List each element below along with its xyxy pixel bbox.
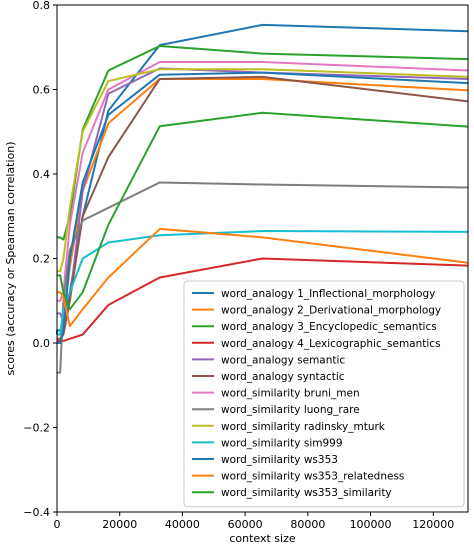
- y-axis-label: scores (accuracy or Spearman correlation…: [4, 142, 17, 376]
- legend-entry: word_similarity radinsky_mturk: [221, 421, 386, 433]
- x-tick-label: 20000: [102, 518, 137, 531]
- axes: −0.4 −0.2 0.0 0.2 0.4 0.6 0.8 0 20000 40000 60000 8…: [23, 0, 469, 531]
- x-axis-label: context size: [229, 532, 296, 544]
- legend-entry: word_similarity ws353_relatedness: [221, 471, 404, 483]
- legend-entry: word_similarity ws353_similarity: [221, 487, 392, 499]
- x-tick-label: 80000: [290, 518, 325, 531]
- legend-entry: word_analogy 3_Encyclopedic_semantics: [221, 321, 437, 333]
- x-tick-label: 60000: [228, 518, 263, 531]
- legend-entry: word_analogy semantic: [221, 354, 345, 366]
- legend-box: [183, 280, 465, 508]
- legend-entry: word_analogy 4_Lexicographic_semantics: [221, 338, 441, 350]
- x-tick-label: 100000: [350, 518, 392, 531]
- legend-entry: word_analogy 1_Inflectional_morphology: [221, 288, 435, 300]
- legend-entry: word_similarity luong_rare: [221, 404, 360, 416]
- y-tick-label: 0.2: [33, 253, 51, 266]
- legend-entry: word_similarity ws353: [221, 454, 338, 466]
- y-tick-label: 0.4: [33, 168, 51, 181]
- legend-entry: word_analogy 2_Derivational_morphology: [221, 305, 441, 317]
- x-tick-label: 40000: [165, 518, 200, 531]
- y-tick-label: 0.0: [33, 337, 51, 350]
- y-tick-label: −0.2: [23, 422, 50, 435]
- legend-entry: word_similarity sim999: [221, 437, 343, 449]
- legend-entry: word_analogy syntactic: [221, 371, 345, 383]
- legend-entry: word_similarity bruni_men: [221, 388, 360, 400]
- y-tick-label: 0.6: [33, 84, 51, 97]
- legend: word_analogy 1_Inflectional_morphologywo…: [183, 280, 465, 508]
- y-tick-label: −0.4: [23, 506, 50, 519]
- y-tick-label: 0.8: [33, 0, 51, 12]
- x-tick-label: 0: [54, 518, 61, 531]
- x-tick-label: 120000: [412, 518, 454, 531]
